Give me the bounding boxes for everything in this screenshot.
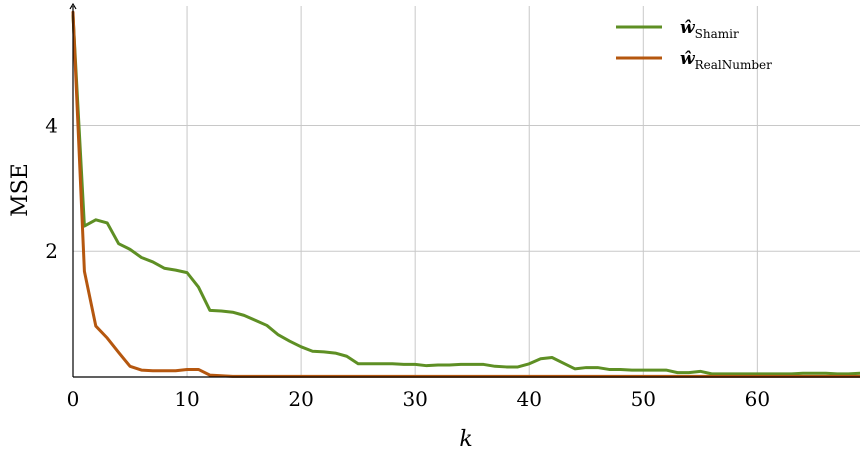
legend-symbol: ŵ bbox=[680, 49, 696, 69]
legend-entry-realnumber: ŵRealNumber bbox=[680, 49, 772, 72]
x-tick-label: 50 bbox=[631, 387, 656, 411]
x-tick-label: 30 bbox=[402, 387, 427, 411]
tick-labels: 0 10 20 30 40 50 60 2 4 bbox=[45, 113, 770, 411]
legend-subscript: RealNumber bbox=[695, 58, 773, 72]
legend-entry-shamir: ŵShamir bbox=[680, 18, 739, 41]
axes bbox=[69, 2, 860, 378]
x-tick-label: 10 bbox=[174, 387, 199, 411]
y-tick-label: 4 bbox=[45, 113, 58, 137]
legend-symbol: ŵ bbox=[680, 18, 696, 38]
x-tick-label: 40 bbox=[517, 387, 542, 411]
series-line-shamir bbox=[71, 13, 860, 376]
legend-subscript: Shamir bbox=[695, 27, 739, 41]
x-axis-label: k bbox=[459, 427, 472, 452]
y-tick-label: 2 bbox=[45, 239, 58, 263]
y-axis-arrow bbox=[69, 2, 77, 10]
series-line-realnumber bbox=[71, 10, 860, 378]
x-tick-label: 0 bbox=[67, 387, 80, 411]
series-layer bbox=[71, 10, 860, 378]
x-tick-label: 60 bbox=[745, 387, 770, 411]
x-tick-label: 20 bbox=[288, 387, 313, 411]
grid bbox=[73, 6, 860, 377]
y-axis-label: MSE bbox=[8, 163, 33, 217]
